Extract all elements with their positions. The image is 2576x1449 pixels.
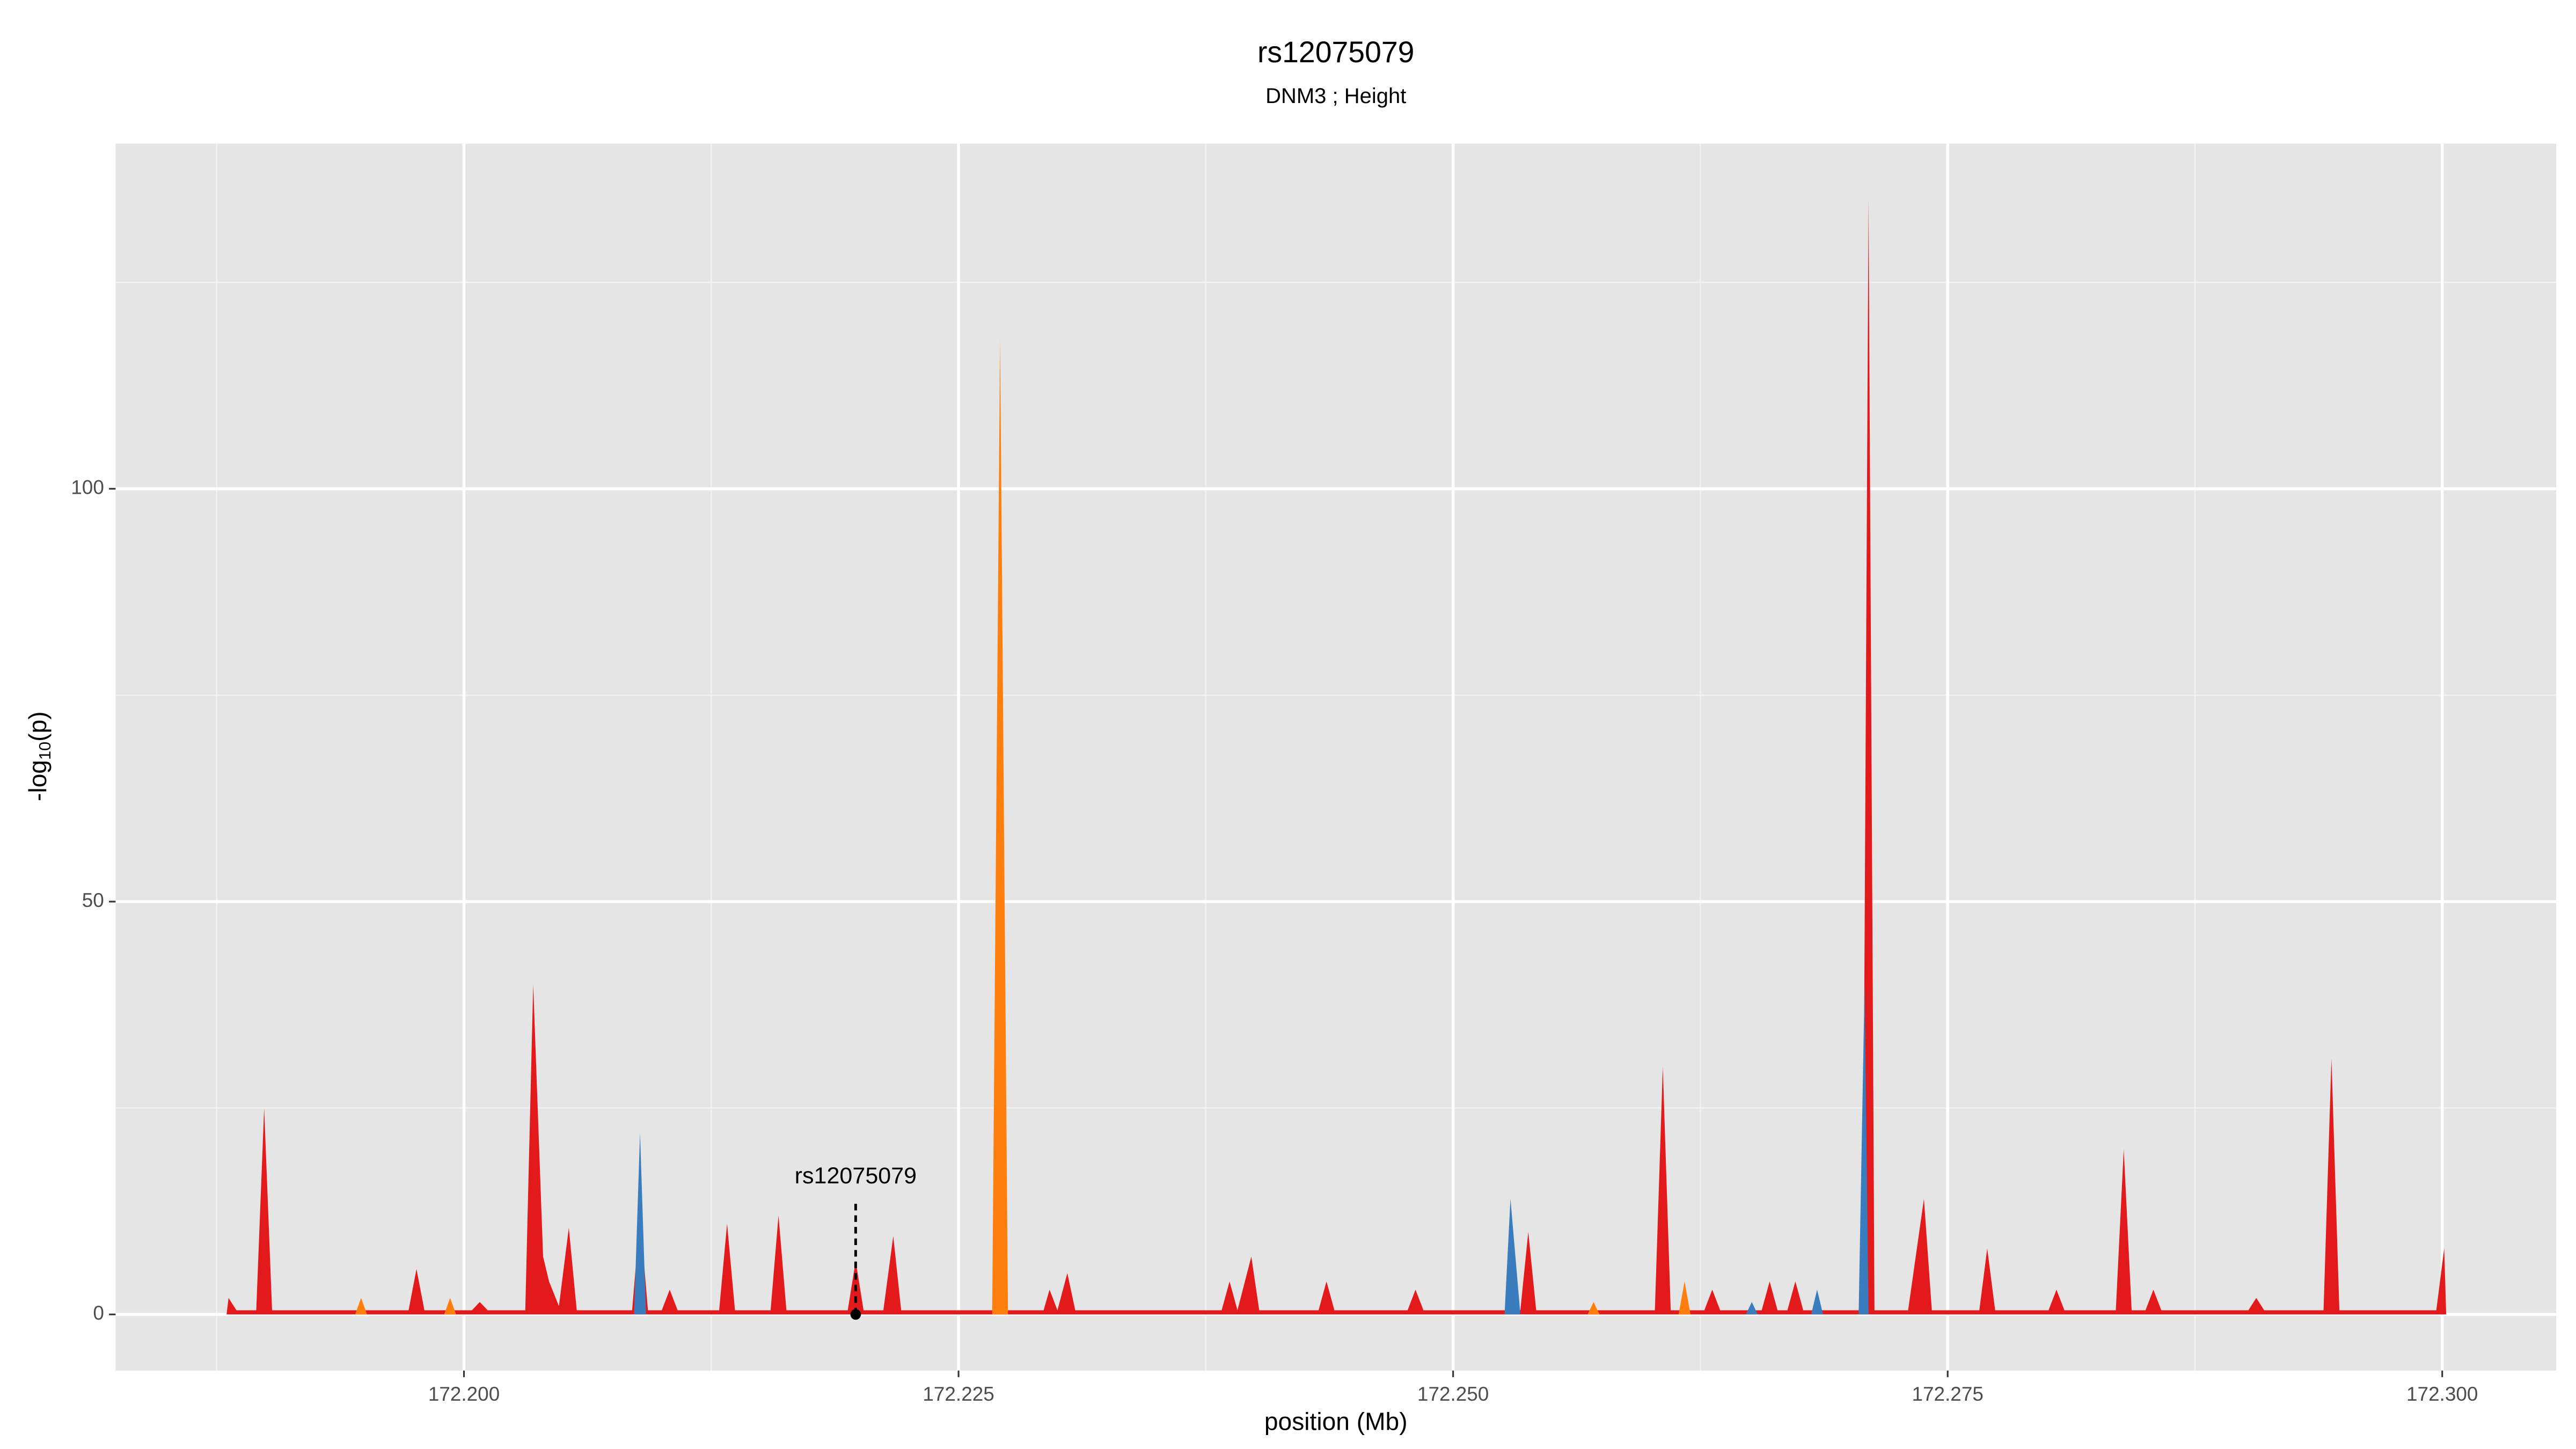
plot-panel — [115, 143, 2557, 1371]
x-tick-label: 172.250 — [1417, 1383, 1489, 1405]
chart-title: rs12075079 — [1257, 35, 1415, 69]
y-tick-label: 50 — [82, 889, 104, 911]
x-tick-label: 172.225 — [923, 1383, 994, 1405]
y-axis-title-sub: 10 — [35, 742, 54, 760]
y-tick-label: 0 — [93, 1302, 104, 1324]
y-axis-title: -log10(p) — [24, 711, 54, 801]
x-axis-title: position (Mb) — [1264, 1407, 1408, 1435]
chart-subtitle: DNM3 ; Height — [1265, 84, 1406, 108]
y-axis-title-part: -log — [24, 760, 52, 801]
x-tick-label: 172.275 — [1912, 1383, 1983, 1405]
y-axis-title-part: (p) — [24, 711, 52, 741]
y-tick-label: 100 — [71, 477, 104, 499]
x-tick-label: 172.200 — [428, 1383, 500, 1405]
x-tick-label: 172.300 — [2406, 1383, 2478, 1405]
annotation-point — [850, 1309, 861, 1320]
annotation-label: rs12075079 — [795, 1163, 917, 1189]
